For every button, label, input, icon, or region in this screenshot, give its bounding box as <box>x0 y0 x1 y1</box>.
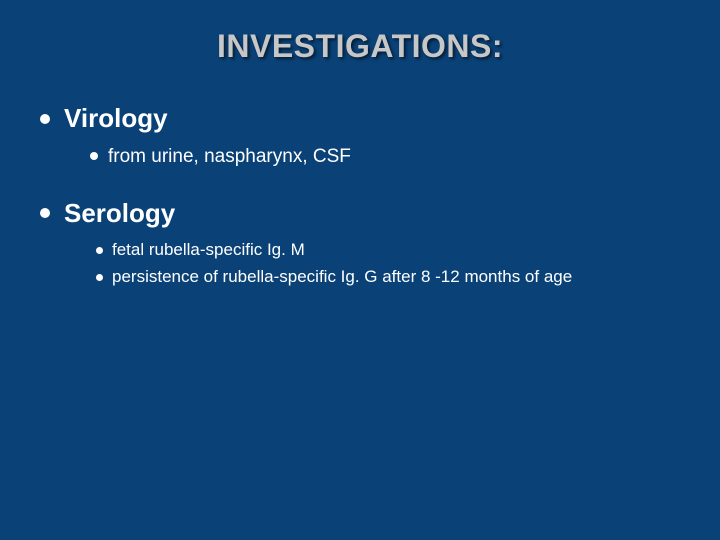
slide-title: INVESTIGATIONS: <box>40 28 680 65</box>
sub-text: fetal rubella-specific Ig. M <box>112 239 305 262</box>
heading-text: Virology <box>64 103 168 134</box>
section-serology: Serology fetal rubella-specific Ig. M pe… <box>40 198 680 289</box>
bullet-icon <box>96 247 103 254</box>
bullet-icon <box>40 114 50 124</box>
bullet-icon <box>90 152 98 160</box>
bullet-icon <box>96 274 103 281</box>
slide: INVESTIGATIONS: Virology from urine, nas… <box>0 0 720 540</box>
sub-text: persistence of rubella-specific Ig. G af… <box>112 266 572 289</box>
sub-item: persistence of rubella-specific Ig. G af… <box>96 266 680 289</box>
section-virology: Virology from urine, naspharynx, CSF <box>40 103 680 170</box>
sub-text: from urine, naspharynx, CSF <box>108 144 351 170</box>
heading-text: Serology <box>64 198 175 229</box>
sub-item: from urine, naspharynx, CSF <box>90 144 680 170</box>
heading-serology: Serology <box>40 198 680 229</box>
heading-virology: Virology <box>40 103 680 134</box>
bullet-icon <box>40 208 50 218</box>
sub-item: fetal rubella-specific Ig. M <box>96 239 680 262</box>
